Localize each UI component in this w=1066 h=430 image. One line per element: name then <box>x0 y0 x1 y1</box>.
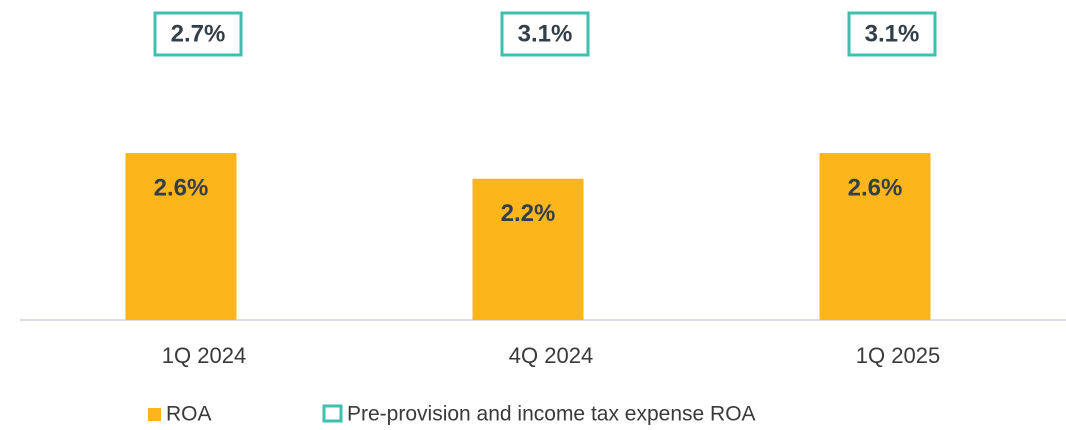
value-box <box>153 11 243 57</box>
legend-label: ROA <box>166 403 212 426</box>
value-box <box>500 11 590 57</box>
bar <box>125 153 237 320</box>
x-tick-label: 1Q 2024 <box>162 343 246 368</box>
box-value-label: 3.1% <box>865 20 920 47</box>
x-tick-label: 4Q 2024 <box>509 343 593 368</box>
bar <box>819 153 931 320</box>
bar-value-label: 2.6% <box>848 174 903 201</box>
bar-value-label: 2.2% <box>501 200 556 227</box>
box-value-label: 2.7% <box>171 20 226 47</box>
legend-label: Pre-provision and income tax expense ROA <box>347 403 756 426</box>
box-value-label: 3.1% <box>518 20 573 47</box>
legend-swatch <box>322 404 343 423</box>
x-tick-label: 1Q 2025 <box>856 343 940 368</box>
value-box <box>847 11 937 57</box>
bar-value-label: 2.6% <box>154 174 209 201</box>
bar <box>472 178 584 320</box>
legend-swatch <box>148 408 161 421</box>
